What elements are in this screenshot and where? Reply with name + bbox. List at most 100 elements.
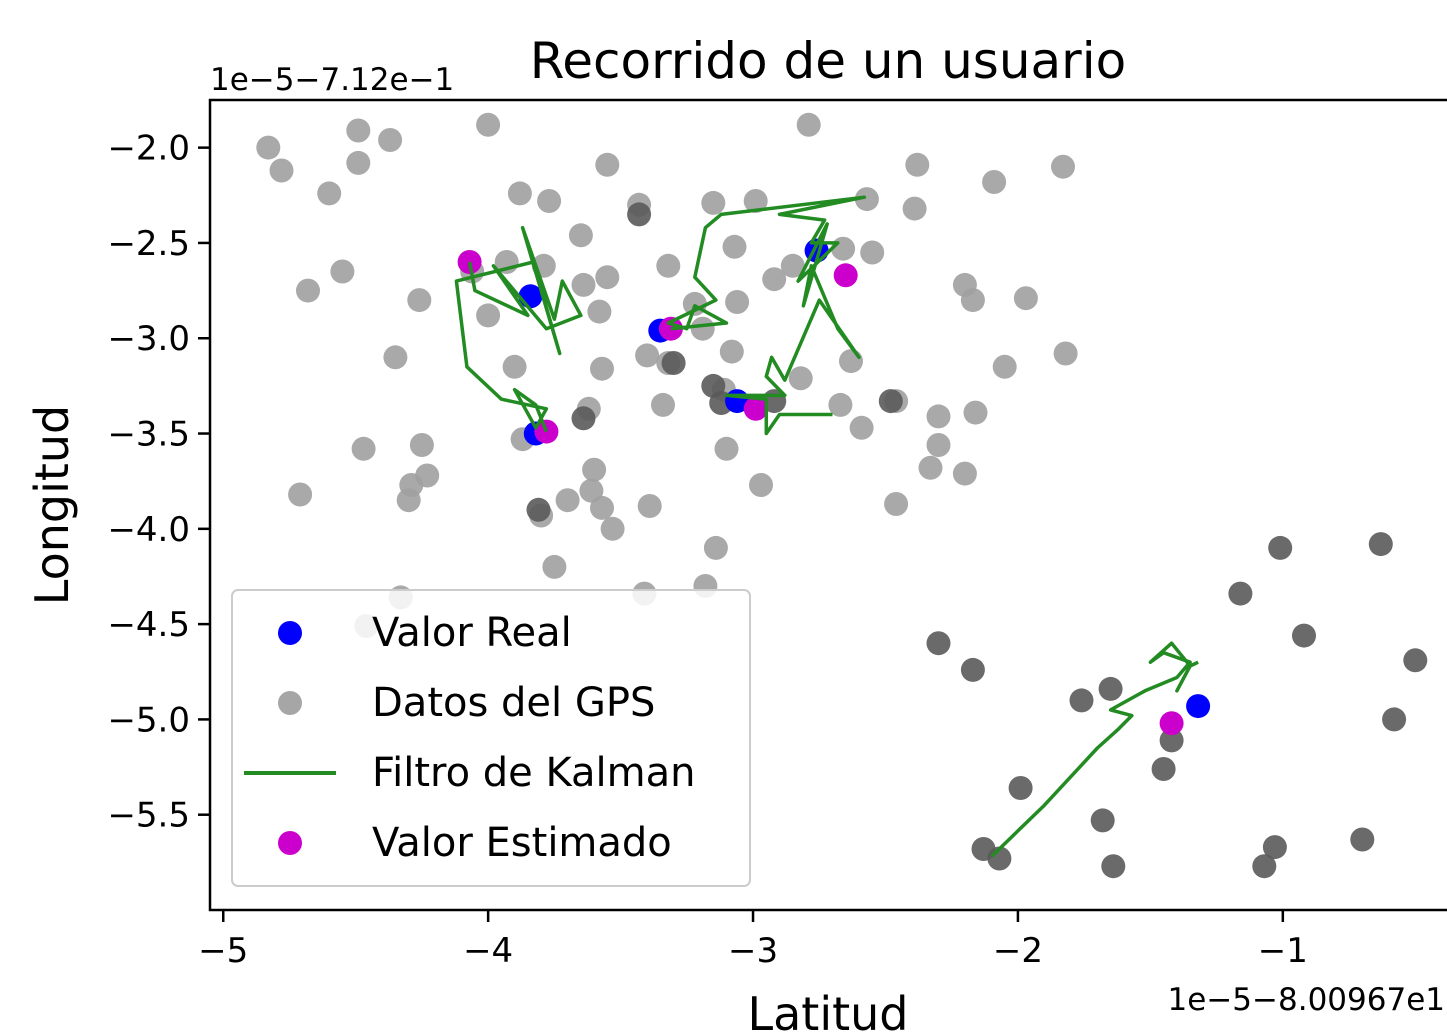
gps-data-point <box>317 181 342 206</box>
axis-ticks: −5 −4 −3 −2 −1 −2.0 −2.5 −3.0 −3.5 −4.0 −4.5 −5.0 −5… <box>107 129 1307 971</box>
gps-data-point-dark <box>526 497 551 522</box>
gps-data-point <box>378 128 403 152</box>
y-tick-label: −5.5 <box>107 796 190 836</box>
gps-data-point <box>788 366 813 391</box>
gps-data-point <box>926 433 951 457</box>
x-tick-label: −1 <box>1258 931 1308 971</box>
y-tick-label: −3.5 <box>107 415 190 455</box>
y-tick-label: −4.0 <box>107 510 190 550</box>
gps-data-point <box>905 152 930 177</box>
gps-data-point <box>476 303 501 328</box>
gps-data-point-dark <box>1382 707 1407 732</box>
gps-data-point <box>926 404 951 429</box>
estimated-value-point <box>1159 711 1184 736</box>
gps-data-point <box>743 189 768 213</box>
gps-data-point-dark <box>571 406 596 431</box>
gps-data-point-dark <box>1159 728 1184 753</box>
y-axis-label: Longitud <box>25 405 79 606</box>
gps-data-point <box>269 158 294 183</box>
gps-data-point <box>476 112 501 137</box>
y-tick-label: −5.0 <box>107 700 190 740</box>
gps-data-point <box>960 288 985 313</box>
gps-data-point <box>992 354 1017 379</box>
gps-data-point <box>595 265 620 290</box>
legend-label: Filtro de Kalman <box>372 750 695 796</box>
gps-data-point-dark <box>1098 676 1123 701</box>
gps-data-point <box>690 316 715 341</box>
gps-data-point <box>595 152 620 177</box>
legend-dot-swatch <box>278 691 302 715</box>
gps-data-point <box>571 272 596 297</box>
real-value-point <box>1186 694 1211 719</box>
gps-data-point-dark <box>1403 648 1428 673</box>
gps-data-point <box>1013 286 1038 311</box>
gps-data-point <box>854 187 879 212</box>
y-tick-label: −2.5 <box>107 224 190 264</box>
gps-data-point-dark <box>627 202 652 227</box>
gps-data-point <box>288 482 313 507</box>
gps-data-point <box>590 495 614 520</box>
gps-data-point <box>703 535 728 560</box>
gps-data-point-dark <box>1292 623 1316 648</box>
gps-data-point <box>780 253 805 278</box>
gps-data-point <box>831 236 856 261</box>
gps-data-point <box>725 290 750 314</box>
legend-label: Valor Real <box>372 610 572 656</box>
gps-data-point <box>982 170 1007 194</box>
gps-data-point-dark <box>960 657 985 682</box>
gps-data-point-dark <box>1268 535 1293 560</box>
x-tick-label: −4 <box>463 931 513 971</box>
gps-data-point <box>918 455 943 480</box>
x-tick-label: −2 <box>993 931 1043 971</box>
gps-data-point <box>722 234 747 259</box>
gps-data-point <box>346 150 371 175</box>
gps-data-point <box>587 299 612 324</box>
gps-data-point <box>537 189 562 213</box>
gps-data-point <box>351 436 376 461</box>
legend-dot-swatch <box>278 621 302 645</box>
gps-data-point <box>346 118 371 143</box>
gps-data-point-dark <box>1368 532 1393 557</box>
legend-box <box>231 589 751 887</box>
gps-data-point <box>635 343 660 368</box>
gps-data-point <box>600 516 625 541</box>
y-tick-label: −2.0 <box>107 129 190 169</box>
gps-data-point <box>568 223 593 248</box>
gps-data-point-dark <box>1090 808 1115 833</box>
x-tick-label: −5 <box>198 931 248 971</box>
kalman-filter-path <box>990 641 1199 858</box>
gps-data-point-dark <box>1101 854 1126 879</box>
y-tick-label: −3.0 <box>107 319 190 359</box>
gps-data-point <box>296 278 320 303</box>
gps-data-point <box>952 461 977 486</box>
gps-data-point-dark <box>926 631 951 656</box>
x-tick-label: −3 <box>728 931 778 971</box>
gps-data-point <box>507 181 532 206</box>
gps-data-point-dark <box>1350 827 1375 852</box>
estimated-value-point <box>743 396 768 421</box>
gps-data-point-dark <box>1262 835 1287 860</box>
gps-data-point <box>849 415 874 440</box>
gps-data-point <box>409 433 434 457</box>
legend: Valor Real Datos del GPS Filtro de Kalman V… <box>231 589 751 887</box>
gps-data-point <box>714 436 739 461</box>
legend-dot-swatch <box>278 831 302 855</box>
gps-data-point <box>330 259 355 284</box>
gps-data-point <box>407 288 432 313</box>
gps-data-point <box>701 190 726 215</box>
legend-label: Datos del GPS <box>372 680 655 726</box>
gps-data-point-dark <box>1228 581 1253 606</box>
chart-title: Recorrido de un usuario <box>530 32 1126 90</box>
gps-data-point <box>582 457 607 482</box>
gps-data-point <box>839 349 863 374</box>
gps-data-point <box>1053 341 1078 366</box>
gps-data-point-dark <box>1008 776 1033 800</box>
y-tick-label: −4.5 <box>107 605 190 645</box>
gps-data-point <box>256 135 281 160</box>
gps-data-point-dark <box>1069 688 1094 713</box>
axes-frame <box>208 98 1447 912</box>
gps-data-point <box>1051 154 1075 179</box>
gps-data-point-dark <box>878 389 903 414</box>
y-offset-label: 1e−5−7.12e−1 <box>210 62 454 98</box>
